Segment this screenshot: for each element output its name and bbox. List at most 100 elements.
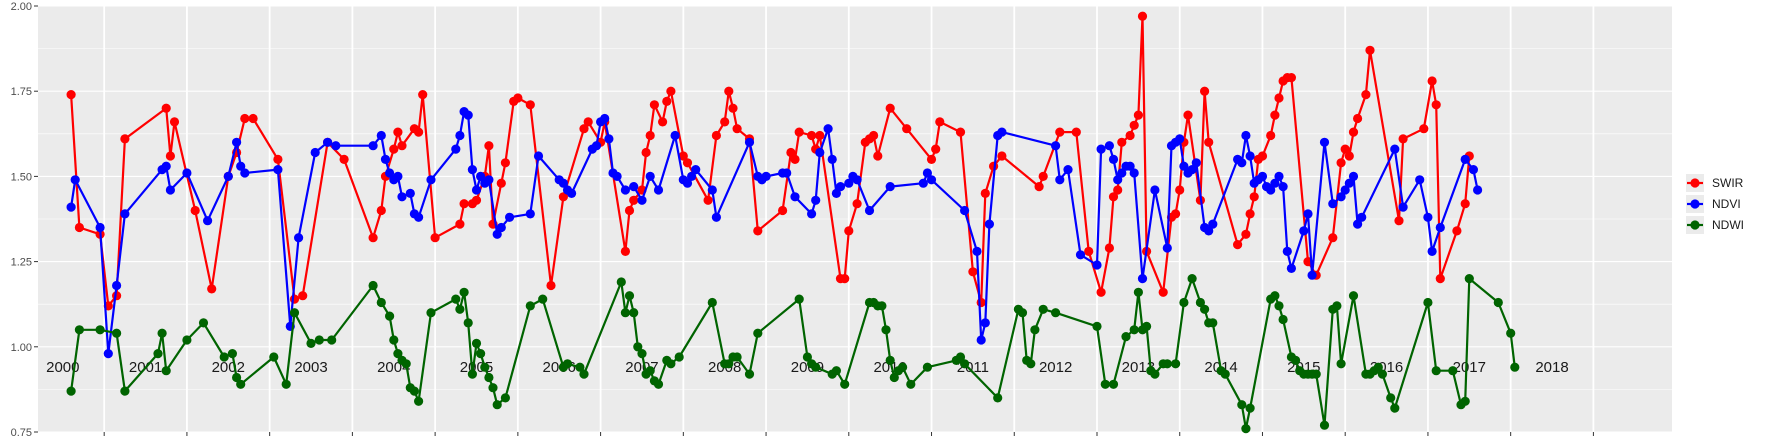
data-point-ndvi: [533, 151, 544, 161]
data-point-ndvi: [1435, 222, 1445, 233]
data-point-ndvi: [1191, 158, 1201, 168]
data-point-swir: [873, 151, 883, 161]
data-point-swir: [339, 154, 349, 164]
data-point-swir: [732, 124, 742, 134]
data-point-ndwi: [463, 318, 473, 328]
data-point-swir: [1241, 229, 1251, 239]
data-point-ndwi: [1026, 359, 1036, 369]
data-point-ndvi: [926, 175, 937, 185]
legend-key-point: [1690, 220, 1700, 230]
data-point-swir: [393, 127, 403, 137]
data-point-swir: [711, 130, 722, 141]
data-point-ndvi: [682, 178, 693, 188]
data-point-swir: [1365, 45, 1375, 55]
data-point-ndvi: [629, 182, 639, 192]
data-point-ndvi: [1237, 158, 1247, 168]
data-point-ndwi: [1220, 369, 1230, 379]
data-point-ndwi: [1241, 424, 1251, 434]
data-point-ndvi: [182, 168, 192, 178]
legend-item-ndwi: NDWI: [1686, 216, 1744, 234]
data-point-ndvi: [984, 219, 995, 229]
data-point-ndwi: [401, 359, 411, 369]
data-point-ndvi: [790, 192, 800, 202]
data-point-ndvi: [918, 178, 928, 188]
data-point-ndvi: [1137, 274, 1148, 284]
data-point-ndwi: [368, 280, 378, 291]
data-point-ndvi: [558, 178, 569, 188]
data-point-swir: [376, 205, 386, 216]
data-point-ndwi: [1208, 318, 1218, 328]
data-point-swir: [161, 103, 171, 113]
data-point-swir: [1266, 130, 1276, 141]
y-tick-label: 1.75: [11, 86, 32, 98]
data-point-ndvi: [852, 175, 862, 185]
data-point-swir: [1038, 171, 1048, 181]
data-point-ndwi: [1278, 314, 1288, 325]
data-point-swir: [1344, 151, 1354, 161]
data-point-swir: [1353, 113, 1363, 124]
data-point-swir: [1133, 110, 1143, 120]
data-point-swir: [248, 113, 258, 124]
data-point-ndwi: [157, 328, 167, 338]
data-point-swir: [1055, 127, 1065, 137]
data-point-swir: [1257, 151, 1268, 161]
data-point-ndvi: [1270, 178, 1280, 188]
data-point-swir: [484, 141, 494, 151]
data-point-ndvi: [604, 134, 614, 144]
year-label: 2003: [294, 359, 327, 376]
data-point-ndvi: [1460, 154, 1470, 164]
data-point-ndwi: [1386, 393, 1396, 403]
data-point-swir: [459, 199, 469, 209]
data-point-swir: [1108, 192, 1119, 202]
data-point-ndwi: [1129, 325, 1139, 335]
data-point-ndvi: [1108, 154, 1119, 164]
data-point-ndwi: [281, 379, 291, 389]
data-point-swir: [289, 294, 300, 304]
data-point-ndwi: [1108, 379, 1119, 389]
data-point-ndwi: [1133, 287, 1143, 297]
data-point-ndwi: [488, 383, 498, 393]
data-point-ndwi: [624, 291, 635, 301]
data-point-ndwi: [269, 352, 279, 362]
data-point-ndwi: [1348, 291, 1359, 301]
data-point-ndvi: [815, 147, 825, 158]
data-point-ndwi: [1270, 291, 1280, 301]
data-point-ndvi: [451, 144, 461, 154]
data-point-swir: [418, 90, 428, 100]
data-point-ndwi: [1332, 301, 1342, 311]
data-point-ndwi: [219, 352, 229, 362]
data-point-swir: [902, 124, 912, 134]
data-point-swir: [794, 127, 804, 137]
data-point-ndvi: [120, 209, 130, 219]
data-point-ndwi: [95, 325, 105, 335]
data-point-ndvi: [997, 127, 1007, 137]
data-point-ndwi: [385, 311, 395, 321]
data-point-ndvi: [203, 216, 213, 226]
data-point-ndvi: [976, 335, 986, 345]
data-point-swir: [273, 154, 283, 164]
data-point-swir: [513, 93, 523, 103]
data-point-swir: [844, 226, 854, 236]
data-point-ndvi: [1344, 178, 1354, 188]
data-point-ndvi: [161, 161, 171, 171]
data-point-swir: [120, 134, 130, 144]
data-point-ndvi: [294, 233, 304, 243]
data-point-ndvi: [112, 280, 122, 291]
data-point-ndvi: [331, 141, 341, 151]
data-point-ndvi: [95, 222, 105, 233]
data-point-swir: [1175, 185, 1185, 195]
data-point-swir: [1419, 124, 1429, 134]
data-point-ndwi: [455, 304, 465, 314]
legend-label: SWIR: [1712, 176, 1744, 190]
data-point-swir: [455, 219, 465, 229]
data-point-swir: [807, 130, 817, 141]
data-point-ndwi: [389, 335, 399, 345]
data-point-ndvi: [1075, 250, 1086, 260]
data-point-ndvi: [323, 137, 333, 147]
data-point-ndwi: [1373, 362, 1383, 372]
data-point-swir: [558, 192, 569, 202]
legend-label: NDWI: [1712, 218, 1744, 232]
data-point-ndwi: [492, 400, 502, 410]
y-axis: 0.75 1.00 1.25 1.50 1.75 2.00: [11, 1, 38, 439]
data-point-swir: [778, 205, 788, 216]
